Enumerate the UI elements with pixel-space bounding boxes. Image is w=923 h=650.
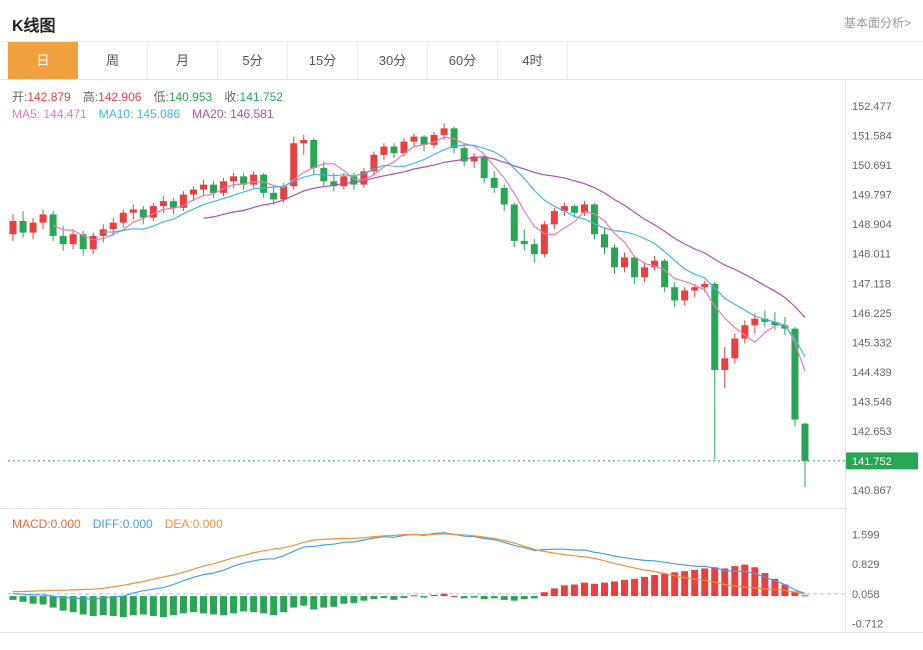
- ma-line: [52, 136, 806, 372]
- macd-legend: MACD:0.000 DIFF:0.000 DEA:0.000: [12, 517, 235, 531]
- legend-item: MA20: 146.581: [192, 107, 274, 121]
- interval-tab[interactable]: 60分: [428, 42, 498, 79]
- legend-item: 低:140.953: [153, 90, 213, 104]
- svg-text:144.439: 144.439: [852, 367, 892, 379]
- chart-area[interactable]: 152.477 151.584 150.691 149.797 148.904 148.0…: [0, 80, 923, 633]
- svg-text:151.584: 151.584: [852, 130, 892, 142]
- legend-item: 开:142.879: [12, 90, 71, 104]
- header: K线图 基本面分析>: [0, 0, 923, 41]
- dea-line: [13, 533, 806, 595]
- legend-item: DIFF:0.000: [92, 517, 153, 531]
- kline-chart-svg: 152.477 151.584 150.691 149.797 148.904 148.0…: [0, 80, 923, 633]
- interval-tab[interactable]: 周: [78, 42, 148, 79]
- svg-text:148.011: 148.011: [852, 249, 891, 261]
- legend-item: MACD:0.000: [12, 517, 81, 531]
- interval-tab[interactable]: 15分: [288, 42, 358, 79]
- svg-text:149.797: 149.797: [852, 190, 892, 202]
- ma-line: [103, 144, 806, 357]
- legend-item: MA10: 145.086: [98, 107, 181, 121]
- fundamental-analysis-link[interactable]: 基本面分析>: [843, 16, 911, 30]
- legend-item: DEA:0.000: [164, 517, 223, 531]
- interval-tab[interactable]: 5分: [218, 42, 288, 79]
- ma-line: [203, 156, 806, 318]
- svg-text:146.225: 146.225: [852, 308, 892, 320]
- svg-text:-0.712: -0.712: [852, 618, 883, 630]
- interval-tab[interactable]: 4时: [498, 42, 568, 79]
- legend-item: 收:141.752: [224, 90, 283, 104]
- ma-legend: MA5: 144.471 MA10: 145.086 MA20: 146.581: [12, 107, 286, 121]
- svg-text:142.653: 142.653: [852, 426, 892, 438]
- svg-text:152.477: 152.477: [852, 101, 892, 113]
- svg-text:143.546: 143.546: [852, 397, 892, 409]
- interval-tabs: 日周月 5分 15分 30分 60分 4时: [0, 41, 923, 80]
- interval-tab[interactable]: 月: [148, 42, 218, 79]
- svg-text:1.599: 1.599: [852, 530, 880, 542]
- page-title: K线图: [12, 18, 56, 35]
- svg-text:147.118: 147.118: [852, 278, 891, 290]
- legend-item: MA5: 144.471: [12, 107, 87, 121]
- interval-tab[interactable]: 日: [8, 42, 78, 79]
- svg-text:140.867: 140.867: [852, 485, 892, 497]
- ohlc-legend: 开:142.879 高:142.906 低:140.953 收:141.752: [12, 88, 295, 105]
- svg-text:148.904: 148.904: [852, 219, 892, 231]
- svg-text:0.058: 0.058: [852, 589, 880, 601]
- current-price-tag: [846, 452, 918, 470]
- svg-text:150.691: 150.691: [852, 160, 892, 172]
- svg-text:0.829: 0.829: [852, 559, 880, 571]
- legend-item: 高:142.906: [82, 90, 142, 104]
- svg-text:145.332: 145.332: [852, 337, 892, 349]
- interval-tab[interactable]: 30分: [358, 42, 428, 79]
- svg-text:141.752: 141.752: [852, 456, 892, 468]
